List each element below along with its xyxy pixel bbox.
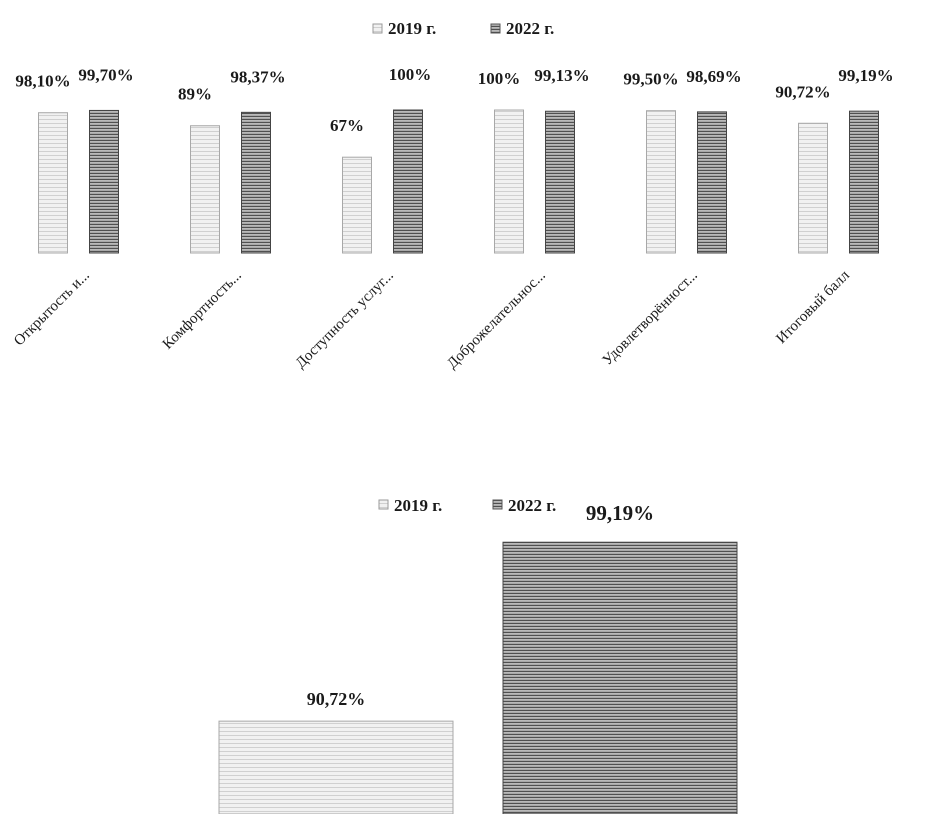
- bar-2022-2: [393, 109, 423, 254]
- bar-2019-3: [494, 109, 524, 254]
- data-label-2022-2: 100%: [389, 65, 432, 84]
- bar-2019-4: [646, 110, 676, 254]
- total-bar-2022: [502, 541, 738, 814]
- category-tick-3: Доброжелательнос...: [444, 268, 549, 373]
- legend-label-2019: 2019 г.: [388, 19, 436, 38]
- legend-swatch-2019: [372, 23, 383, 34]
- data-label-2022-0: 99,70%: [78, 65, 133, 84]
- bar-2019-5: [798, 122, 828, 254]
- data-label-2019-3: 100%: [478, 69, 521, 88]
- bar-2022-4: [697, 111, 727, 254]
- bar-2022-3: [545, 110, 575, 254]
- bar-2022-0: [89, 109, 119, 254]
- data-label-2019-2: 67%: [330, 116, 364, 135]
- category-tick-0: Открытость и...: [11, 268, 93, 350]
- category-tick-4: Удовлетворённост...: [600, 268, 701, 369]
- total-label-2022: 99,19%: [586, 501, 654, 525]
- bar-2022-5: [849, 110, 879, 254]
- data-label-2019-5: 90,72%: [775, 82, 830, 101]
- data-label-2019-4: 99,50%: [623, 70, 678, 89]
- bar-2022-1: [241, 111, 271, 254]
- category-tick-2: Доступность услуг...: [293, 268, 397, 372]
- bar-2019-2: [342, 156, 372, 254]
- bar-2019-1: [190, 125, 220, 254]
- bar-2019-0: [38, 112, 68, 254]
- legend-bottom: 2019 г. 2022 г.: [378, 496, 556, 515]
- legend-top: 2019 г. 2022 г.: [372, 19, 554, 38]
- chart1-category-ticks: Открытость и... Комфортность... Доступност…: [11, 267, 853, 372]
- legend-swatch-2022: [492, 499, 503, 510]
- legend-label-2022: 2022 г.: [506, 19, 554, 38]
- legend-label-2019: 2019 г.: [394, 496, 442, 515]
- category-tick-1: Комфортность...: [160, 268, 245, 353]
- data-label-2022-1: 98,37%: [230, 67, 285, 86]
- data-label-2022-4: 98,69%: [686, 67, 741, 86]
- legend-swatch-2022: [490, 23, 501, 34]
- legend-swatch-2019: [378, 499, 389, 510]
- category-tick-5: Итоговый балл: [773, 267, 853, 347]
- chart1-data-labels: 98,10% 99,70% 89% 98,37% 67% 100% 100% 99,13% 99…: [15, 65, 893, 135]
- total-bar-2019: [218, 720, 454, 814]
- data-label-2019-0: 98,10%: [15, 72, 70, 91]
- total-label-2019: 90,72%: [307, 689, 366, 709]
- chart2-plot: 90,72% 99,19%: [218, 501, 738, 814]
- chart1-plot: [38, 109, 879, 254]
- data-label-2019-1: 89%: [178, 85, 212, 104]
- data-label-2022-3: 99,13%: [534, 66, 589, 85]
- data-label-2022-5: 99,19%: [838, 66, 893, 85]
- legend-label-2022: 2022 г.: [508, 496, 556, 515]
